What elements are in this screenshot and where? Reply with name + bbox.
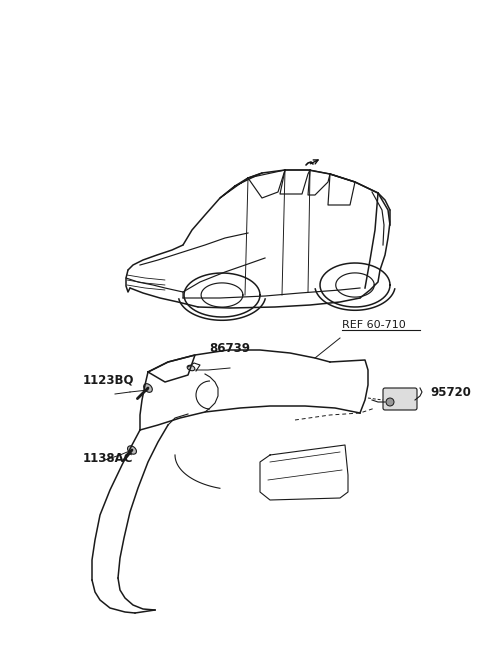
Text: 86739: 86739 [209,342,251,355]
Ellipse shape [144,384,152,392]
FancyBboxPatch shape [383,388,417,410]
Text: 95720: 95720 [430,386,471,398]
Ellipse shape [386,398,394,406]
Ellipse shape [128,446,136,454]
Ellipse shape [187,365,195,371]
Text: 1123BQ: 1123BQ [82,373,134,386]
Text: REF 60-710: REF 60-710 [342,320,406,330]
Text: 1138AC: 1138AC [83,451,133,464]
